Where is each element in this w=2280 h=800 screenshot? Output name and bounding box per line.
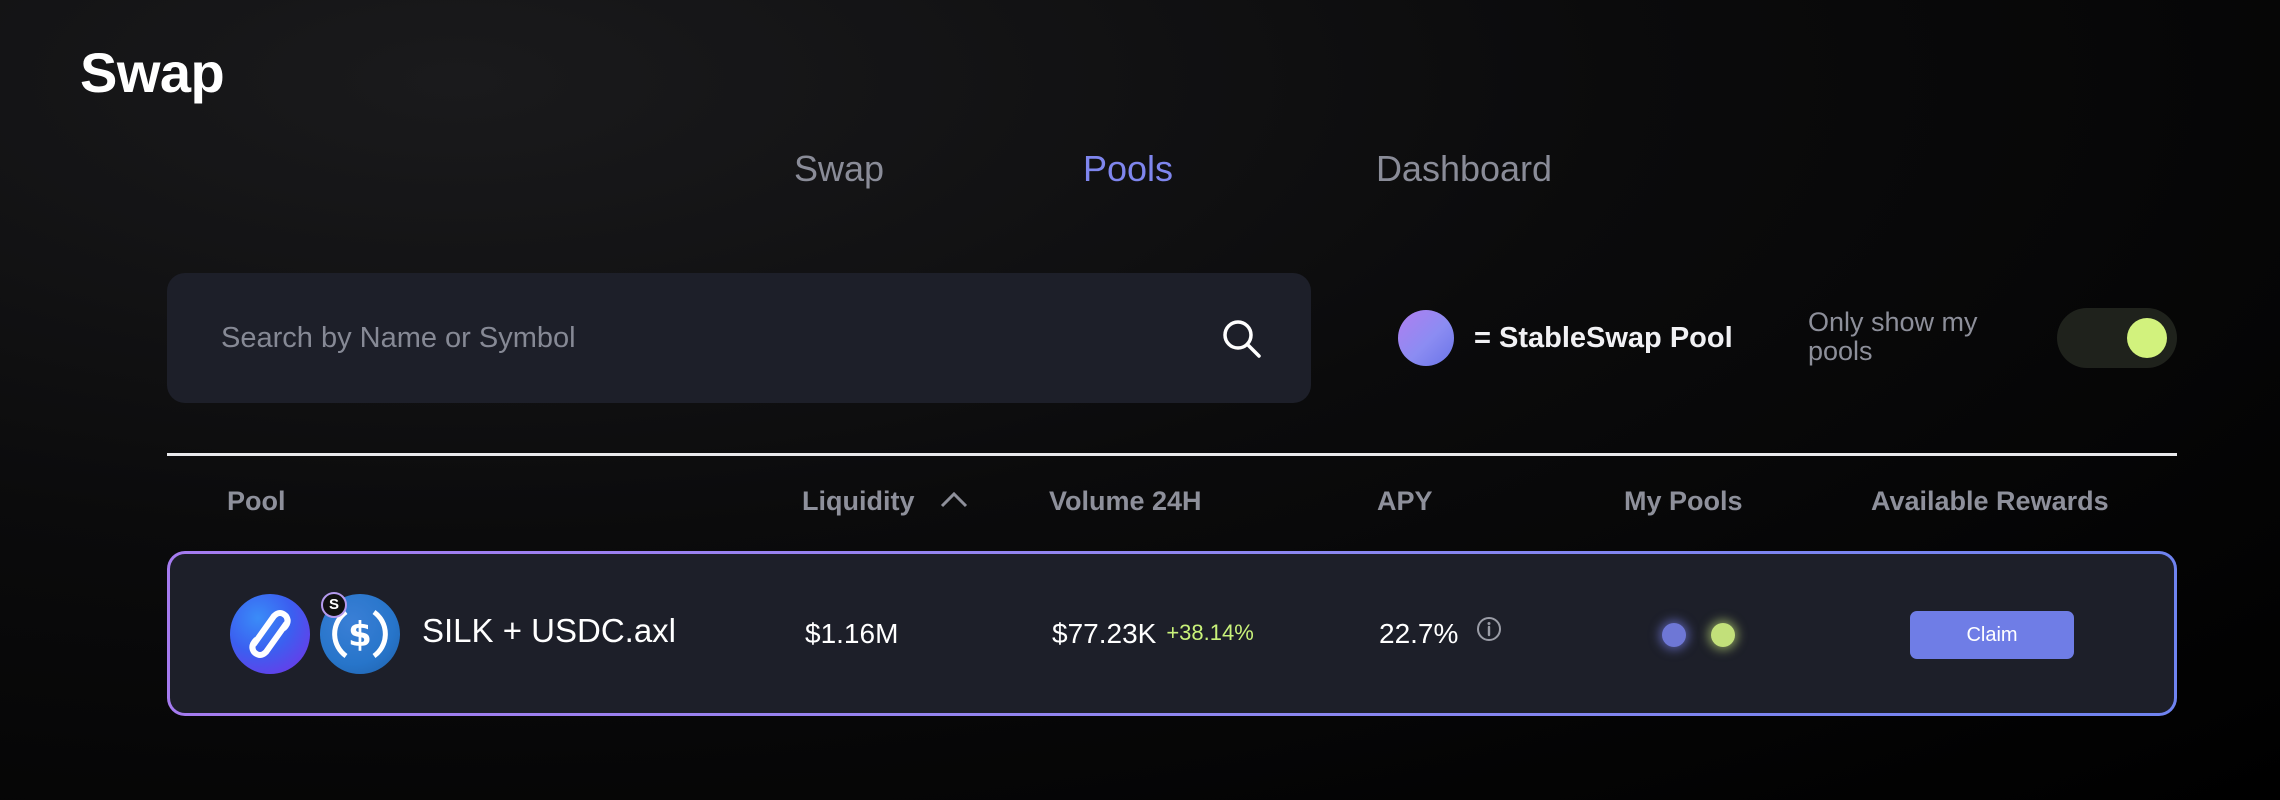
my-pools-indicator-blue (1662, 623, 1686, 647)
pool-row[interactable]: $ S SILK + USDC.axl $1.16M $77.23K +38.14… (167, 551, 2177, 716)
my-pools-indicator-green (1711, 623, 1735, 647)
stableswap-legend: = StableSwap Pool (1398, 310, 1733, 366)
only-my-pools-toggle[interactable] (2057, 308, 2177, 368)
svg-text:$: $ (348, 615, 372, 655)
pool-apy-cell: 22.7% (1379, 616, 1502, 650)
header-volume[interactable]: Volume 24H (1049, 486, 1202, 516)
usdc-token-icon: $ (320, 594, 400, 674)
search-icon[interactable] (1221, 318, 1263, 360)
search-box (167, 273, 1311, 403)
only-my-pools-label: Only show my pools (1808, 307, 1978, 366)
pool-volume-cell: $77.23K +38.14% (1052, 618, 1254, 650)
silk-token-icon (230, 594, 310, 674)
pool-name: SILK + USDC.axl (422, 612, 677, 649)
header-liquidity-label: Liquidity (802, 486, 915, 516)
header-my-pools[interactable]: My Pools (1624, 486, 1743, 516)
header-apy[interactable]: APY (1377, 486, 1433, 516)
stableswap-badge: S (321, 592, 347, 618)
chevron-up-icon (940, 484, 968, 515)
tab-dashboard[interactable]: Dashboard (1375, 148, 1553, 189)
toggle-knob (2127, 318, 2167, 358)
claim-button[interactable]: Claim (1910, 611, 2074, 659)
header-pool[interactable]: Pool (227, 486, 286, 516)
table-divider (167, 453, 2177, 456)
pool-liquidity: $1.16M (805, 618, 899, 649)
tab-bar: Swap Pools Dashboard (0, 148, 2280, 198)
stableswap-legend-dot (1398, 310, 1454, 366)
tab-pools[interactable]: Pools (1082, 148, 1174, 189)
pool-volume-change: +38.14% (1166, 620, 1254, 645)
info-icon[interactable] (1476, 616, 1502, 649)
page-title: Swap (80, 41, 225, 104)
stableswap-legend-label: = StableSwap Pool (1474, 321, 1733, 354)
header-available-rewards[interactable]: Available Rewards (1871, 486, 2109, 516)
tab-swap[interactable]: Swap (793, 148, 885, 189)
search-input[interactable] (221, 273, 1181, 403)
pool-apy: 22.7% (1379, 618, 1459, 649)
header-liquidity[interactable]: Liquidity (802, 486, 968, 517)
pool-row-content: $ S SILK + USDC.axl $1.16M $77.23K +38.14… (170, 554, 2174, 713)
pool-volume: $77.23K (1052, 618, 1157, 649)
